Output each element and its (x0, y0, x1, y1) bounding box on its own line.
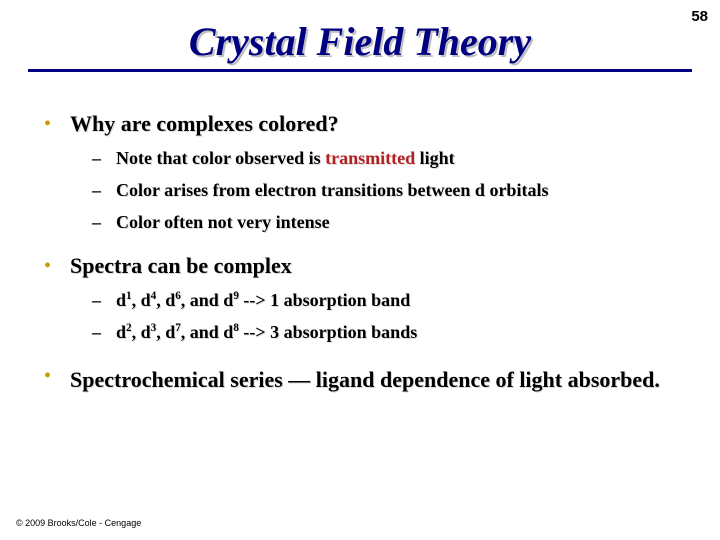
bullet1-text: Why are complexes colored? (70, 110, 339, 138)
bullet1-text: Spectra can be complex (70, 252, 292, 280)
bullet-level1: • Spectrochemical series — ligand depend… (44, 362, 676, 398)
bullet2-text: Color arises from electron transitions b… (116, 178, 548, 202)
section-1: • Why are complexes colored? – Note that… (44, 110, 676, 234)
bullet-level2: – d2, d3, d7, and d8 --> 3 absorption ba… (92, 320, 676, 344)
copyright-text: © 2009 Brooks/Cole - Cengage (16, 518, 141, 528)
bullet1-text: Spectrochemical series — ligand dependen… (70, 362, 660, 398)
highlight-text: transmitted (325, 148, 415, 168)
title-area: Crystal Field Theory (0, 0, 720, 65)
page-number: 58 (691, 8, 708, 25)
bullet-level1: • Why are complexes colored? (44, 110, 676, 138)
bullet2-text: Note that color observed is transmitted … (116, 146, 455, 170)
bullet2-text: d2, d3, d7, and d8 --> 3 absorption band… (116, 320, 417, 344)
bullet-dot-icon: • (44, 252, 70, 280)
bullet-dot-icon: • (44, 362, 70, 398)
bullet-level2: – Note that color observed is transmitte… (92, 146, 676, 170)
dash-icon: – (92, 288, 116, 312)
bullet2-text: Color often not very intense (116, 210, 330, 234)
dash-icon: – (92, 146, 116, 170)
bullet-level2: – d1, d4, d6, and d9 --> 1 absorption ba… (92, 288, 676, 312)
bullet-level2: – Color arises from electron transitions… (92, 178, 676, 202)
dash-icon: – (92, 320, 116, 344)
dash-icon: – (92, 210, 116, 234)
bullet2-text: d1, d4, d6, and d9 --> 1 absorption band (116, 288, 410, 312)
bullet-level2: – Color often not very intense (92, 210, 676, 234)
dash-icon: – (92, 178, 116, 202)
slide-body: • Why are complexes colored? – Note that… (0, 72, 720, 398)
section-2: • Spectra can be complex – d1, d4, d6, a… (44, 252, 676, 344)
bullet-level1: • Spectra can be complex (44, 252, 676, 280)
slide-title: Crystal Field Theory (189, 18, 531, 65)
section-3: • Spectrochemical series — ligand depend… (44, 362, 676, 398)
bullet-dot-icon: • (44, 110, 70, 138)
